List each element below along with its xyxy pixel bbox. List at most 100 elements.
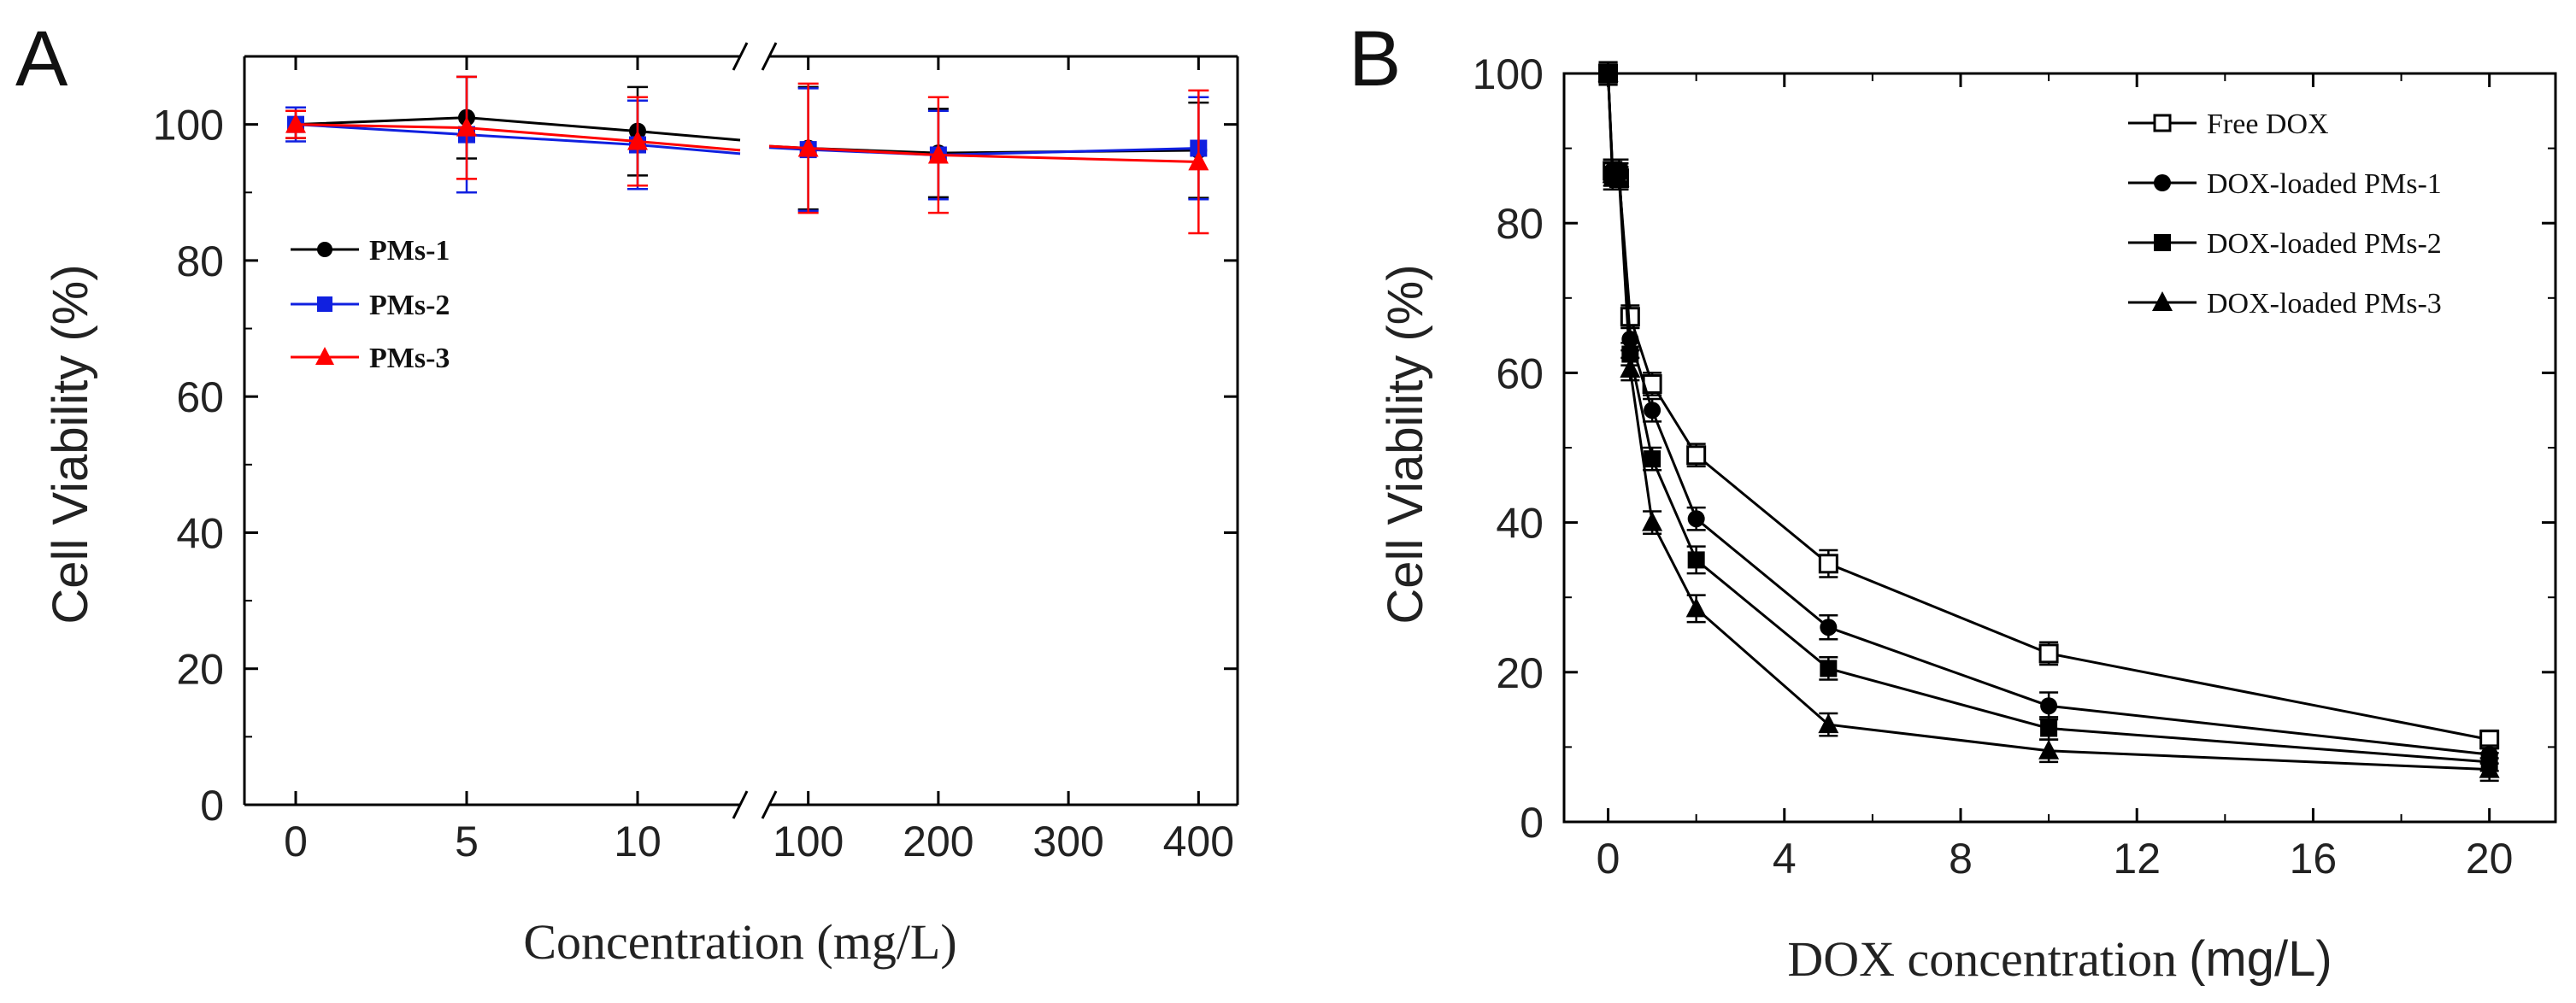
panel-a-series bbox=[285, 75, 1209, 235]
panel-b-series-3-point bbox=[1609, 167, 1630, 187]
panel-b-y-ticks: 0 20 40 60 80 100 bbox=[1473, 50, 2555, 847]
panel-b-label: B bbox=[1349, 15, 1401, 103]
panel-b-series-1-point bbox=[1644, 402, 1661, 419]
panel-a-y-axis-label: Cell Viability (%) bbox=[43, 264, 98, 624]
panel-b-x-tick-label: 16 bbox=[2290, 835, 2338, 883]
legend-label-pms-3: PMs-3 bbox=[369, 343, 450, 374]
panel-a-y-tick-label: 0 bbox=[200, 782, 224, 830]
panel-b-x-tick-label: 4 bbox=[1773, 835, 1797, 883]
panel-b-series-3-point bbox=[2479, 758, 2500, 778]
panel-a-y-tick-label: 40 bbox=[176, 509, 224, 557]
legend-marker-pms-3 bbox=[315, 347, 334, 365]
panel-b-y-tick-label: 40 bbox=[1496, 500, 1544, 548]
panel-b-series-3 bbox=[1597, 61, 2500, 783]
legend-marker-pms-1 bbox=[317, 242, 332, 257]
panel-a-series-pms-1 bbox=[285, 75, 1209, 211]
panel-a-break-mark-bottom-2 bbox=[761, 790, 778, 819]
panel-b-x-axis-label-unit: (mg/L) bbox=[2189, 931, 2332, 987]
panel-b-series-1-point bbox=[2040, 697, 2058, 715]
panel-a-line-pms-3 bbox=[295, 123, 741, 152]
panel-a-point-pms-3 bbox=[797, 137, 819, 157]
legend-marker-dox-pms-2 bbox=[2154, 234, 2171, 251]
panel-b-series-0 bbox=[1598, 61, 2500, 750]
panel-a-line-pms-1 bbox=[295, 116, 741, 142]
panel-a-point-pms-3 bbox=[927, 144, 949, 164]
panel-b-series-2-point bbox=[2040, 719, 2058, 737]
panel-b-series-3-point bbox=[1620, 358, 1641, 378]
panel-b-series-1-point bbox=[1687, 510, 1705, 528]
panel-a: A 0 20 40 60 80 100 0 5 10 100 200 300 400 PMs-1 bbox=[15, 15, 1239, 970]
panel-a-y-ticks: 0 20 40 60 80 100 bbox=[153, 56, 1238, 830]
panel-a-line-pms-2 bbox=[295, 123, 741, 155]
legend-marker-free-dox bbox=[2153, 114, 2172, 132]
legend-item-pms-2: PMs-2 bbox=[291, 290, 450, 321]
panel-b-series-3-point bbox=[1597, 62, 1619, 82]
panel-a-frame bbox=[243, 42, 1239, 819]
legend-item-dox-pms-2: DOX-loaded PMs-2 bbox=[2128, 228, 2442, 260]
panel-a-point-pms-3 bbox=[1188, 150, 1209, 171]
legend-label-dox-pms-3: DOX-loaded PMs-3 bbox=[2207, 288, 2442, 320]
panel-a-x-tick-label: 400 bbox=[1163, 818, 1234, 865]
legend-item-dox-pms-1: DOX-loaded PMs-1 bbox=[2128, 168, 2442, 200]
panel-b-y-axis-label: Cell Viability (%) bbox=[1378, 264, 1433, 624]
panel-a-x-tick-label: 300 bbox=[1032, 818, 1103, 865]
panel-b: B 0 20 40 60 80 100 0 4 8 12 16 20 Free DOX DOX-lo… bbox=[1349, 15, 2557, 987]
panel-a-x-tick-label: 100 bbox=[773, 818, 844, 865]
panel-b-series-3-point bbox=[1685, 597, 1707, 618]
panel-a-x-axis-label: Concentration (mg/L) bbox=[523, 914, 956, 970]
legend-label-dox-pms-1: DOX-loaded PMs-1 bbox=[2207, 168, 2442, 200]
panel-b-legend: Free DOX DOX-loaded PMs-1 DOX-loaded PMs… bbox=[2128, 109, 2442, 320]
panel-b-x-tick-label: 20 bbox=[2466, 835, 2514, 883]
panel-a-break-mark-top-1 bbox=[732, 42, 749, 71]
panel-a-legend: PMs-1 PMs-2 PMs-3 bbox=[291, 235, 450, 374]
panel-b-x-ticks: 0 4 8 12 16 20 bbox=[1597, 73, 2514, 883]
panel-b-y-tick-label: 0 bbox=[1520, 799, 1544, 847]
panel-a-y-tick-label: 20 bbox=[176, 646, 224, 694]
panel-a-label: A bbox=[15, 15, 68, 103]
panel-b-x-tick-label: 8 bbox=[1949, 835, 1973, 883]
panel-b-y-tick-label: 100 bbox=[1473, 50, 1544, 98]
panel-b-series-2-point bbox=[1687, 551, 1705, 569]
legend-item-dox-pms-3: DOX-loaded PMs-3 bbox=[2128, 288, 2442, 320]
panel-b-x-tick-label: 0 bbox=[1597, 835, 1620, 883]
panel-a-x-tick-label: 200 bbox=[903, 818, 973, 865]
panel-a-x-tick-label: 10 bbox=[614, 818, 662, 865]
panel-b-series bbox=[1597, 61, 2500, 783]
panel-a-x-ticks: 0 5 10 100 200 300 400 bbox=[284, 56, 1234, 865]
panel-a-x-tick-label: 5 bbox=[455, 818, 479, 865]
panel-a-break-mark-top-2 bbox=[761, 42, 778, 71]
panel-b-series-2-point bbox=[1644, 450, 1661, 468]
panel-a-break-mark-bottom-1 bbox=[732, 790, 749, 819]
panel-a-y-tick-label: 60 bbox=[176, 373, 224, 421]
panel-a-series-pms-2 bbox=[285, 75, 1209, 213]
legend-label-pms-1: PMs-1 bbox=[369, 235, 450, 267]
legend-marker-dox-pms-1 bbox=[2154, 174, 2171, 191]
panel-b-y-tick-label: 20 bbox=[1496, 649, 1544, 697]
legend-item-pms-3: PMs-3 bbox=[291, 343, 450, 374]
panel-a-y-tick-label: 100 bbox=[153, 102, 224, 150]
panel-a-line-pms-3 bbox=[768, 144, 1199, 163]
panel-a-point-pms-3 bbox=[627, 130, 648, 150]
panel-b-series-3-point bbox=[2038, 739, 2060, 760]
panel-b-series-3-point bbox=[1818, 713, 1839, 734]
panel-b-series-0-point bbox=[2038, 643, 2059, 664]
panel-b-y-tick-label: 60 bbox=[1496, 349, 1544, 397]
panel-b-x-axis-label: DOX concentration (mg/L) bbox=[1787, 931, 2332, 987]
panel-b-series-0-point bbox=[1686, 445, 1707, 466]
legend-label-pms-2: PMs-2 bbox=[369, 290, 450, 321]
legend-item-free-dox: Free DOX bbox=[2128, 109, 2329, 140]
panel-b-x-tick-label: 12 bbox=[2113, 835, 2161, 883]
panel-a-y-tick-label: 80 bbox=[176, 238, 224, 285]
legend-marker-pms-2 bbox=[317, 296, 332, 312]
panel-b-series-1-point bbox=[1820, 619, 1838, 636]
panel-a-point-pms-3 bbox=[285, 113, 306, 133]
panel-b-series-2-point bbox=[1820, 660, 1838, 677]
panel-b-series-3-point bbox=[1642, 511, 1663, 531]
legend-label-dox-pms-2: DOX-loaded PMs-2 bbox=[2207, 228, 2442, 260]
panel-b-series-0-point bbox=[1818, 554, 1838, 574]
legend-marker-dox-pms-3 bbox=[2152, 291, 2173, 311]
panel-a-series-pms-3 bbox=[285, 75, 1209, 235]
legend-item-pms-1: PMs-1 bbox=[291, 235, 450, 267]
panel-a-point-pms-3 bbox=[456, 116, 477, 137]
